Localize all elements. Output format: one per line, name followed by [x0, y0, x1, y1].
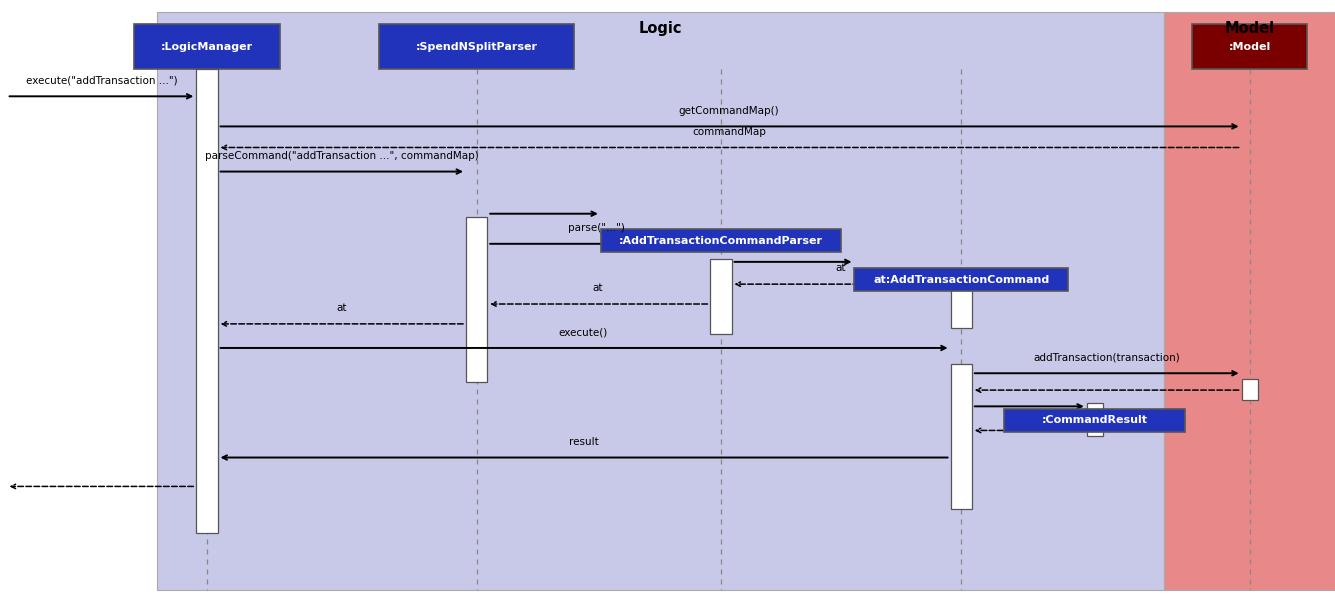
Bar	[1242, 379, 1258, 400]
Bar	[466, 217, 487, 382]
Bar	[601, 229, 841, 252]
Text: :CommandResult: :CommandResult	[1041, 415, 1148, 425]
Text: :AddTransactionCommandParser: :AddTransactionCommandParser	[619, 236, 822, 246]
Text: execute("addTransaction ..."): execute("addTransaction ...")	[25, 75, 178, 85]
Text: Logic: Logic	[638, 21, 682, 36]
Text: commandMap: commandMap	[692, 126, 766, 137]
Bar	[1192, 24, 1307, 69]
Text: getCommandMap(): getCommandMap()	[678, 105, 780, 116]
Text: parseCommand("addTransaction ...", commandMap): parseCommand("addTransaction ...", comma…	[204, 150, 479, 161]
Bar	[854, 268, 1068, 291]
Text: :LogicManager: :LogicManager	[160, 42, 254, 52]
Text: :SpendNSplitParser: :SpendNSplitParser	[415, 42, 538, 52]
Bar	[134, 24, 280, 69]
Text: addTransaction(transaction): addTransaction(transaction)	[1033, 352, 1180, 362]
Text: parse("..."): parse("...")	[569, 223, 625, 233]
Text: :Model: :Model	[1228, 42, 1271, 52]
Bar	[1004, 409, 1185, 432]
Bar	[1087, 403, 1103, 436]
Text: at: at	[836, 263, 846, 273]
Bar	[951, 289, 972, 328]
Bar	[1164, 12, 1335, 590]
Text: at: at	[593, 283, 603, 293]
Bar	[196, 69, 218, 533]
Text: execute(): execute()	[559, 327, 607, 337]
Text: at:AddTransactionCommand: at:AddTransactionCommand	[873, 275, 1049, 285]
Text: at: at	[336, 303, 347, 313]
Text: result: result	[569, 436, 598, 447]
Bar	[379, 24, 574, 69]
Bar	[158, 12, 1164, 590]
Bar	[951, 364, 972, 509]
Bar	[710, 259, 732, 334]
Text: Model: Model	[1224, 21, 1275, 36]
